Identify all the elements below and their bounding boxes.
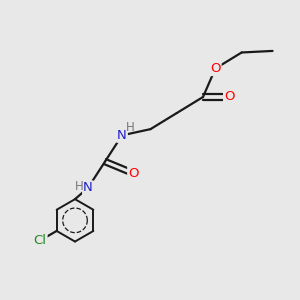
- Text: N: N: [83, 182, 93, 194]
- Text: N: N: [117, 129, 127, 142]
- Text: O: O: [128, 167, 139, 180]
- Text: Cl: Cl: [34, 234, 46, 247]
- Text: H: H: [75, 180, 84, 193]
- Text: O: O: [210, 62, 220, 75]
- Text: O: O: [224, 91, 235, 103]
- Text: H: H: [126, 121, 135, 134]
